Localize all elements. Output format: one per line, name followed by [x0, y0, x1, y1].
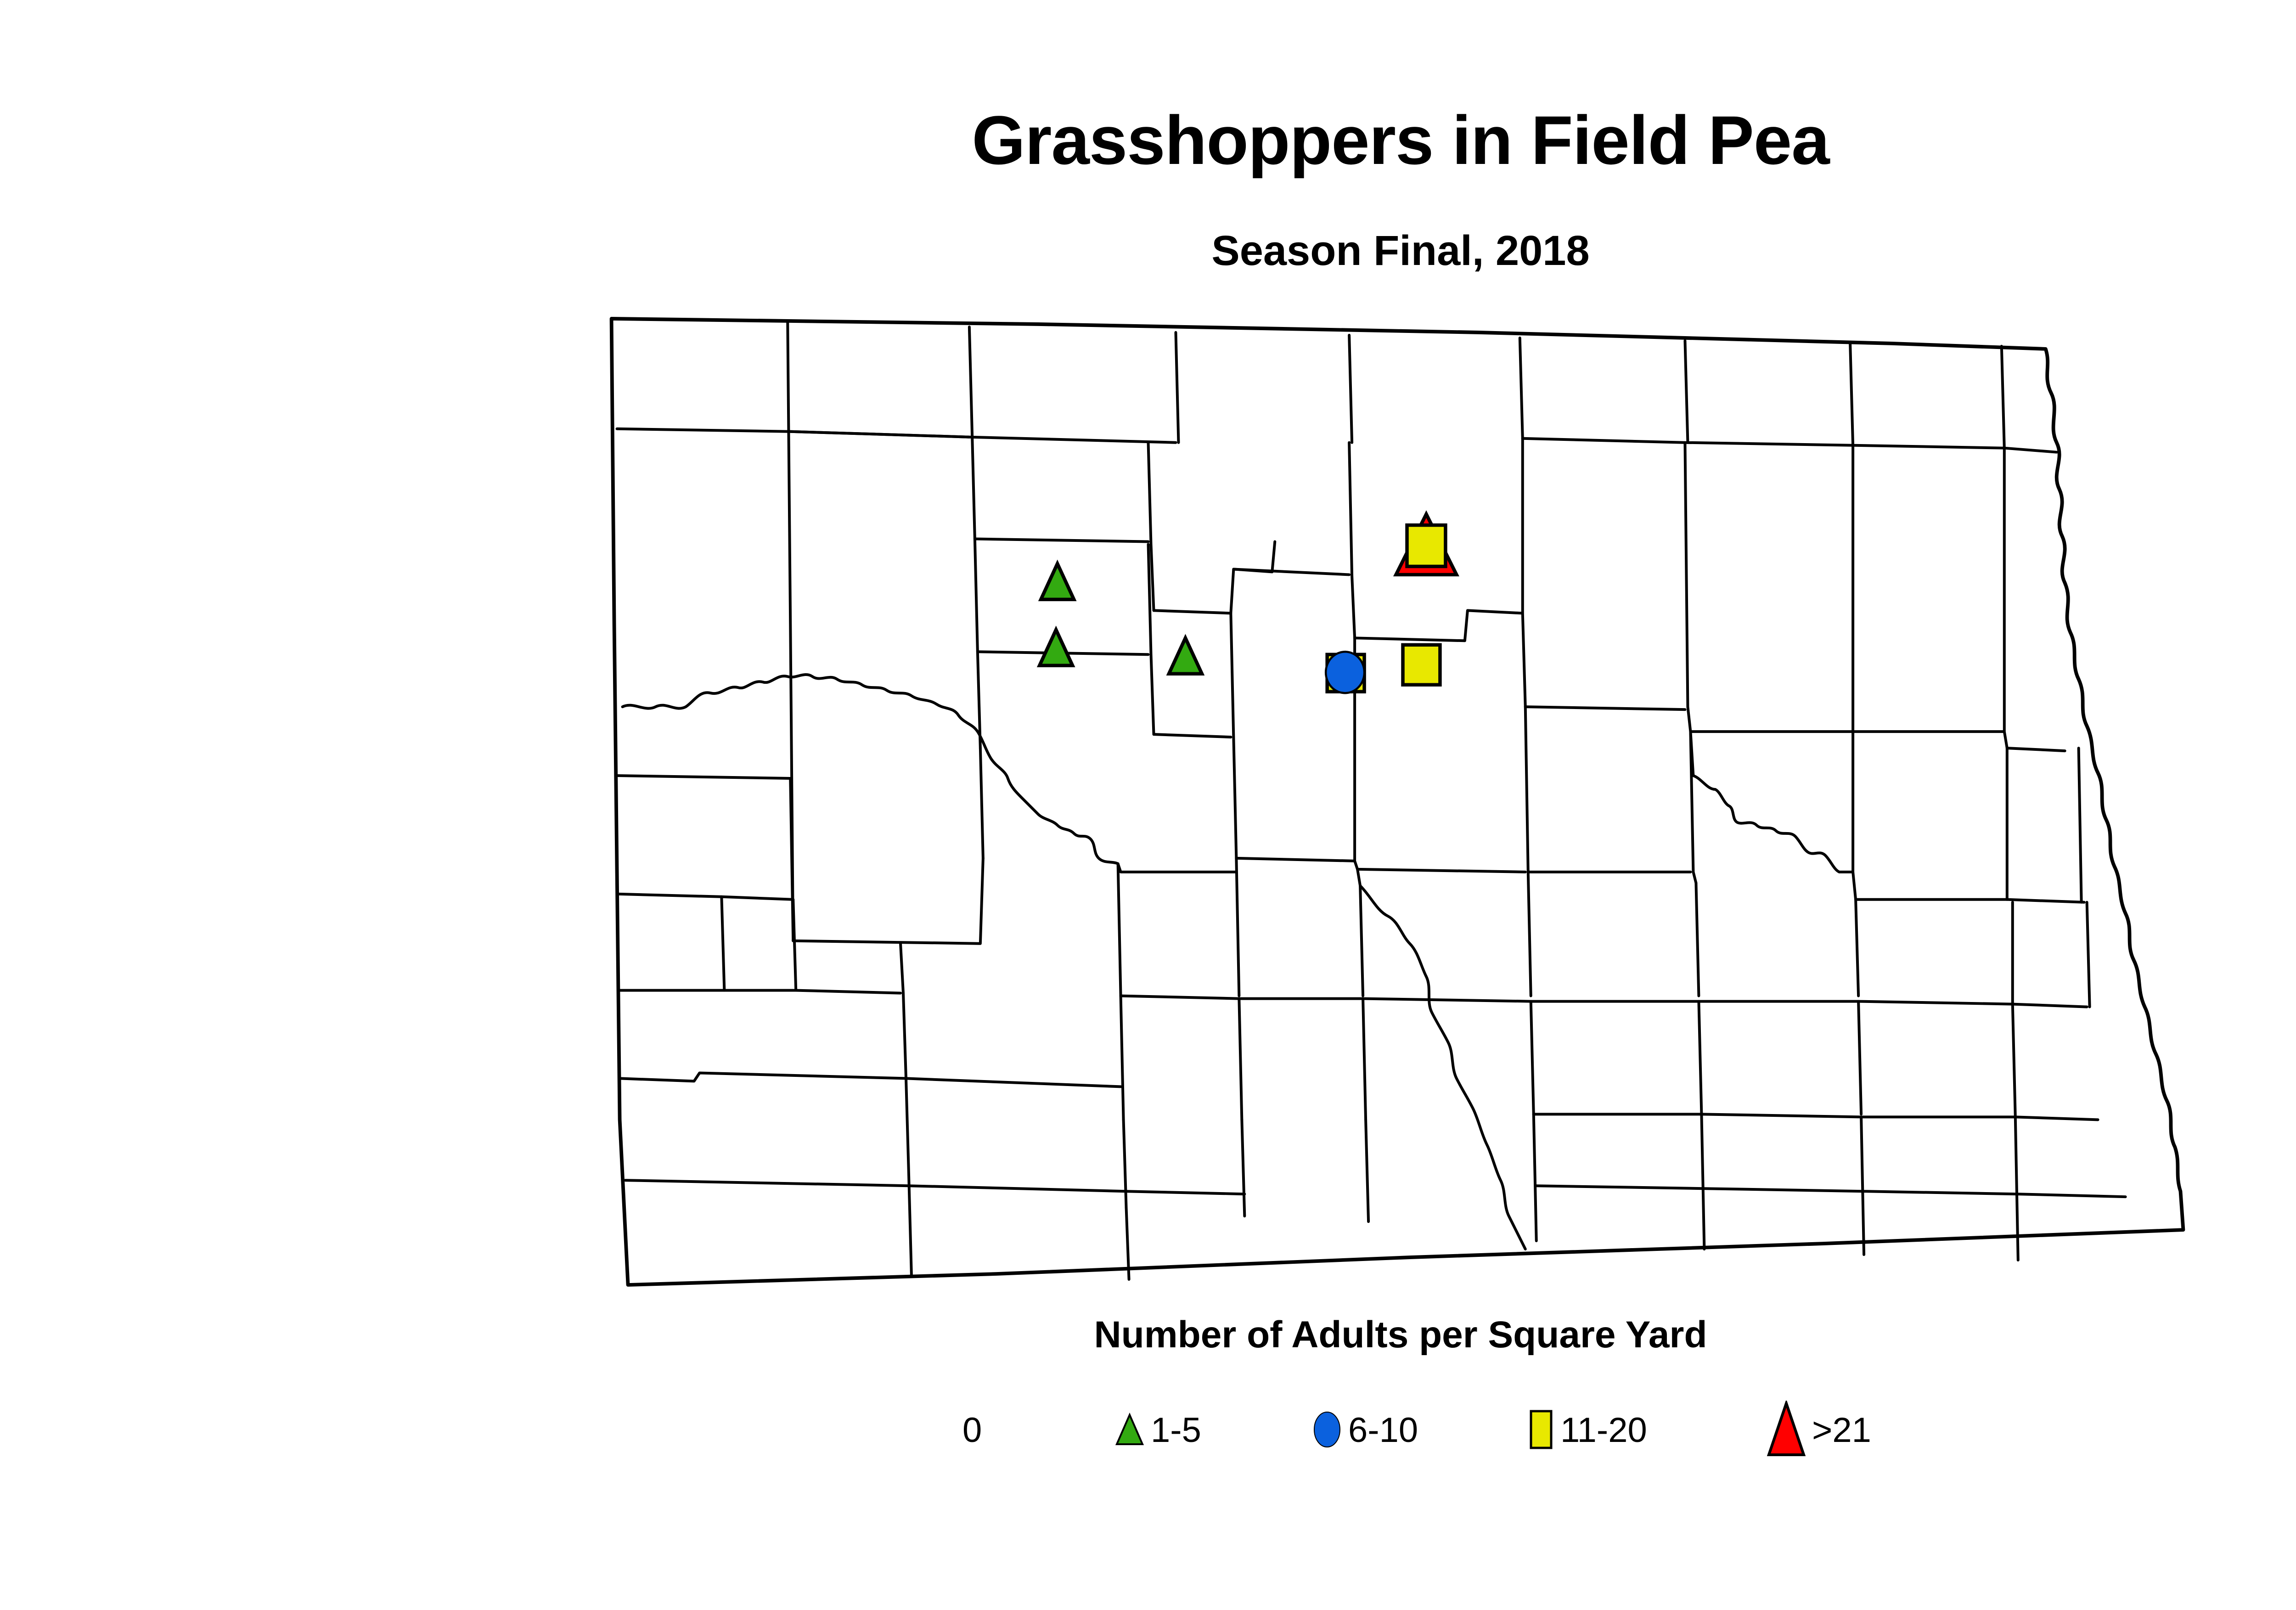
county-boundary: [1238, 997, 1244, 1121]
county-boundary: [1518, 336, 1524, 440]
county-boundary: [1524, 705, 1530, 873]
county-boundary: [1235, 856, 1241, 997]
county-boundary: [1356, 867, 1527, 873]
county-boundary: [968, 325, 976, 540]
triangle-large-icon: [1763, 1399, 1809, 1461]
county-boundary: [789, 430, 1177, 444]
county-boundary: [976, 650, 982, 750]
county-boundary: [1364, 1118, 1370, 1223]
county-boundary: [1235, 856, 1356, 862]
county-boundary: [1697, 1000, 1703, 1116]
legend-item-1-5: 1-5: [1111, 1396, 1201, 1465]
map-svg: [609, 317, 2185, 1287]
county-boundary: [1849, 342, 1855, 447]
triangle-large-icon-svg: [1767, 1399, 1806, 1456]
marker-square-11-20: [1405, 523, 1447, 569]
county-boundary: [1683, 339, 1689, 444]
county-boundary: [1116, 862, 1122, 997]
county-boundary: [973, 537, 1150, 543]
county-boundary: [1683, 441, 1692, 733]
legend-item-over-21: >21: [1763, 1396, 1871, 1465]
marker-circle-6-10: [1324, 651, 1366, 694]
triangle-icon: [1111, 1411, 1148, 1450]
county-boundary: [1152, 733, 1232, 739]
triangle-icon-svg: [1115, 1412, 1144, 1445]
river-boundary: [1359, 884, 1527, 1251]
county-boundary: [2085, 901, 2091, 1008]
county-boundary: [907, 1173, 913, 1278]
county-boundary: [1521, 437, 1527, 709]
page-subtitle: Season Final, 2018: [1211, 227, 1590, 274]
legend: 0 1-5 6-10 11-20: [960, 1396, 1924, 1465]
county-boundary: [1147, 543, 1155, 736]
legend-label: 0: [962, 1411, 982, 1450]
county-boundary: [1174, 331, 1180, 444]
county-boundary: [2011, 1002, 2017, 1119]
county-boundary: [618, 989, 902, 995]
county-boundary: [1526, 870, 1532, 997]
county-boundary: [973, 537, 979, 653]
square-icon-svg: [1530, 1410, 1553, 1449]
county-boundary: [1524, 705, 1687, 711]
legend-label: 1-5: [1151, 1411, 1201, 1450]
square-icon: [1525, 1407, 1558, 1455]
county-boundary: [2077, 747, 2083, 904]
county-boundary: [792, 898, 798, 992]
county-boundary: [1362, 997, 1367, 1121]
circle-icon-svg: [1314, 1411, 1340, 1447]
county-boundaries: [609, 317, 2185, 1287]
north-dakota-map: [583, 294, 2236, 1290]
legend-item-6-10: 6-10: [1309, 1396, 1418, 1465]
missouri-river-boundary: [621, 673, 1120, 865]
county-boundary: [905, 1077, 911, 1177]
legend-label: >21: [1812, 1411, 1871, 1450]
marker-triangle-1-5: [1036, 625, 1075, 668]
county-boundary: [1125, 1190, 1246, 1196]
county-boundary: [1125, 1206, 1131, 1281]
county-boundary: [979, 747, 985, 860]
county-boundary: [1694, 881, 1700, 997]
county-boundary: [1532, 1113, 1538, 1243]
county-boundary: [2000, 344, 2006, 450]
county-boundary: [1535, 1184, 2127, 1199]
page-title: Grasshoppers in Field Pea: [972, 101, 1829, 179]
devils-lake-boundary: [1689, 730, 1855, 873]
county-boundary: [1147, 441, 1155, 612]
county-boundary: [720, 895, 726, 992]
legend-item-0: 0: [960, 1396, 982, 1465]
circle-icon: [1309, 1409, 1345, 1452]
county-boundary: [1529, 1000, 1535, 1116]
county-boundary: [1700, 1113, 1706, 1251]
county-boundary: [2005, 747, 2066, 753]
legend-item-11-20: 11-20: [1525, 1396, 1647, 1465]
county-boundary: [2003, 446, 2009, 750]
marker-triangle-1-5: [1166, 634, 1205, 676]
marker-triangle-1-5: [1038, 559, 1077, 602]
county-boundary: [1119, 994, 1125, 1121]
county-boundary: [899, 942, 908, 1080]
county-boundary: [792, 856, 985, 945]
county-boundary: [2014, 1115, 2020, 1262]
marker-square-11-20: [1401, 643, 1442, 687]
county-boundary: [1348, 441, 1356, 640]
county-boundary: [1232, 568, 1351, 576]
legend-label: 11-20: [1560, 1411, 1647, 1450]
county-boundary: [1854, 898, 1860, 997]
legend-title: Number of Adults per Square Yard: [1094, 1314, 1707, 1356]
state-outline: [609, 317, 2185, 1287]
legend-label: 6-10: [1348, 1411, 1418, 1450]
county-boundary: [1348, 333, 1354, 444]
map-markers: [1036, 510, 1459, 694]
county-boundary: [1122, 1118, 1128, 1210]
county-boundary: [618, 1071, 1122, 1088]
county-boundary: [1229, 612, 1238, 860]
county-boundary: [1860, 1115, 1866, 1256]
county-boundary: [1857, 1000, 1863, 1116]
county-boundary: [2005, 898, 2086, 904]
county-boundary: [1240, 1118, 1246, 1218]
